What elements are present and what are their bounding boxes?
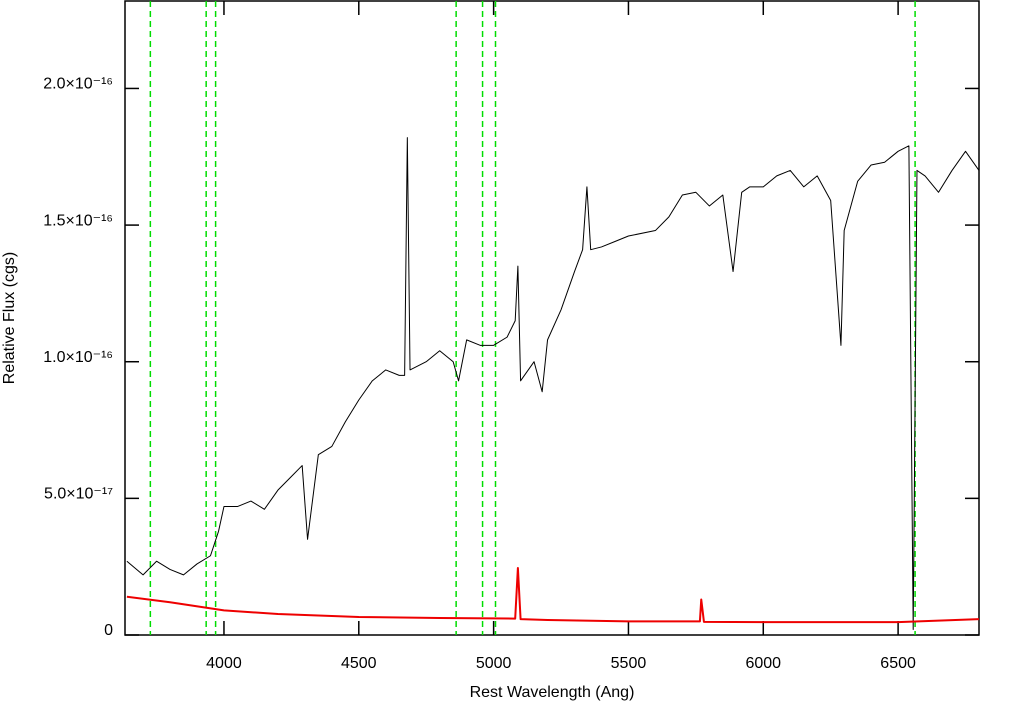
x-tick-label: 5000 bbox=[476, 655, 512, 672]
series-line bbox=[126, 567, 980, 624]
series-line bbox=[126, 137, 980, 631]
y-tick-label: 1.0×10⁻¹⁶ bbox=[43, 349, 113, 366]
x-tick-label: 4500 bbox=[341, 655, 377, 672]
x-tick-label: 6000 bbox=[745, 655, 781, 672]
plot-frame bbox=[124, 0, 980, 636]
x-axis-label: Rest Wavelength (Ang) bbox=[470, 684, 635, 701]
y-tick-label: 1.5×10⁻¹⁶ bbox=[43, 212, 113, 229]
x-tick-label: 6500 bbox=[880, 655, 916, 672]
y-tick-label: 5.0×10⁻¹⁷ bbox=[44, 486, 113, 503]
y-tick-label: 0 bbox=[104, 622, 113, 639]
x-tick-label: 5500 bbox=[611, 655, 647, 672]
y-axis-label: Relative Flux (cgs) bbox=[1, 252, 18, 384]
y-tick-label: 2.0×10⁻¹⁶ bbox=[43, 76, 113, 93]
x-tick-label: 4000 bbox=[206, 655, 242, 672]
